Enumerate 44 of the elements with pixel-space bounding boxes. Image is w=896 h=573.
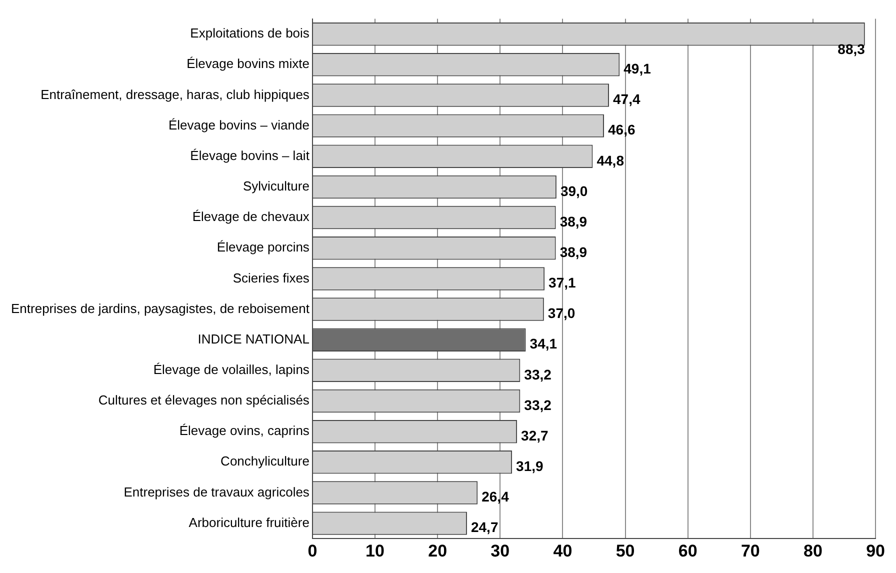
data-label: 37,1 <box>548 274 576 291</box>
data-label: 38,9 <box>560 244 588 260</box>
data-label: 24,7 <box>470 519 498 536</box>
y-tick-label: Entreprises de jardins, paysagistes, de reboisement <box>11 300 310 316</box>
y-tick-label: Élevage bovins – lait <box>190 148 310 163</box>
x-tick-label: 60 <box>678 541 698 560</box>
data-label: 38,9 <box>560 213 588 230</box>
x-tick-label: 70 <box>740 541 760 560</box>
y-tick-label: Entreprises de travaux agricoles <box>124 484 310 500</box>
y-tick-label: Entraînement, dressage, haras, club hippiques <box>40 86 310 102</box>
y-tick-label: Conchyliculture <box>220 454 310 469</box>
y-tick-label: INDICE NATIONAL <box>198 331 310 346</box>
y-tick-label: Exploitations de bois <box>190 26 310 41</box>
y-tick-label: Élevage de chevaux <box>192 209 310 224</box>
data-label: 33,2 <box>524 366 552 382</box>
y-tick-label: Élevage bovins – viande <box>168 117 310 132</box>
y-tick-label: Scieries fixes <box>232 270 310 286</box>
x-tick-label: 50 <box>616 541 635 560</box>
data-label: 26,4 <box>482 488 510 505</box>
y-tick-label: Cultures et élevages non spécialisés <box>98 392 310 408</box>
x-tick-label: 40 <box>553 541 572 560</box>
y-tick-label: Élevage porcins <box>216 240 310 255</box>
data-label: 34,1 <box>530 336 558 352</box>
x-tick-label: 20 <box>428 541 448 560</box>
x-tick-label: 10 <box>366 541 384 560</box>
x-tick-label: 80 <box>804 541 822 560</box>
y-tick-label: Sylviculture <box>242 178 310 194</box>
x-tick-label: 0 <box>308 541 318 560</box>
data-label: 49,1 <box>624 60 652 77</box>
y-tick-label: Arboriculture fruitière <box>188 514 310 530</box>
y-tick-label: Élevage ovins, caprins <box>179 423 310 438</box>
data-label: 32,7 <box>521 427 548 444</box>
x-tick-label: 30 <box>490 541 510 560</box>
data-label: 37,0 <box>548 305 576 322</box>
y-tick-label: Élevage bovins mixte <box>186 56 310 72</box>
data-label: 31,9 <box>516 458 544 474</box>
data-label: 33,2 <box>524 396 552 413</box>
x-tick-label: 90 <box>866 541 886 560</box>
data-label: 44,8 <box>596 152 624 168</box>
data-label: 46,6 <box>608 122 636 138</box>
data-label: 39,0 <box>560 182 588 199</box>
data-label: 88,3 <box>838 40 866 57</box>
y-tick-label: Élevage de volailles, lapins <box>153 362 310 378</box>
data-label: 47,4 <box>613 91 640 108</box>
